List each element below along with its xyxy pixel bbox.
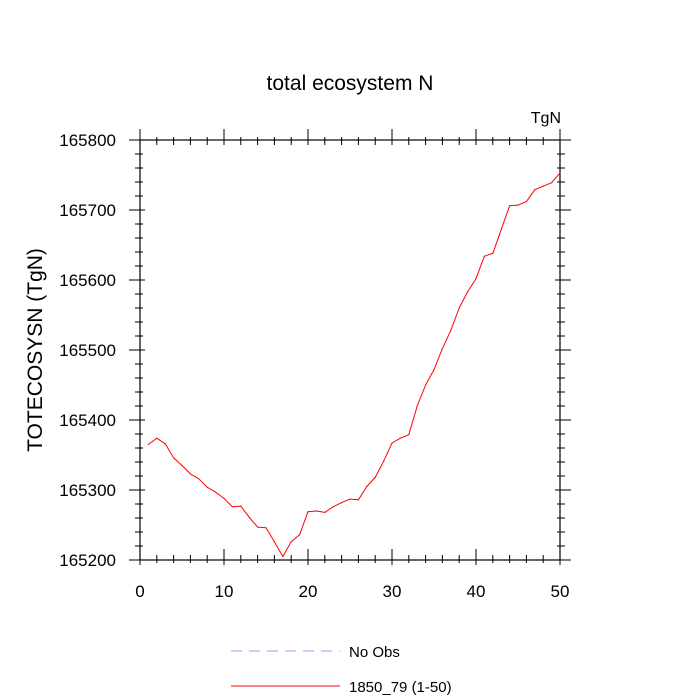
y-tick-label: 165700: [59, 201, 116, 220]
data-point: [534, 189, 536, 191]
y-tick-label: 165600: [59, 271, 116, 290]
y-tick-label: 165300: [59, 481, 116, 500]
legend-label: No Obs: [349, 644, 400, 661]
data-point: [517, 204, 519, 206]
data-point: [483, 255, 485, 257]
data-point: [206, 486, 208, 488]
data-point: [181, 464, 183, 467]
y-tick-label: 165200: [59, 551, 116, 570]
data-point: [542, 185, 544, 187]
data-point: [383, 460, 385, 462]
major-ticks: [129, 129, 571, 565]
x-tick-labels: 0 10 20 30 40 50: [135, 582, 569, 601]
data-point: [248, 516, 250, 518]
data-point: [433, 369, 435, 371]
y-tick-label: 165500: [59, 341, 116, 360]
legend-label: 1850_79 (1-50): [349, 679, 452, 696]
y-axis-label: TOTECOSYSN (TgN): [24, 248, 47, 452]
data-point: [257, 526, 259, 528]
data-point: [332, 506, 334, 508]
data-point: [559, 172, 561, 174]
minor-ticks: [135, 137, 565, 563]
data-point: [416, 405, 418, 407]
data-point: [265, 527, 267, 529]
x-tick-label: 50: [551, 582, 570, 601]
data-point: [215, 491, 217, 493]
data-point: [391, 442, 393, 444]
data-point: [441, 348, 443, 350]
x-tick-label: 40: [467, 582, 486, 601]
data-point: [164, 443, 166, 445]
data-point: [366, 485, 368, 488]
plot-frame: [139, 139, 561, 561]
y-tick-label: 165800: [59, 131, 116, 150]
data-point: [399, 437, 401, 439]
series-layer: [147, 172, 561, 558]
data-point: [198, 478, 200, 480]
data-point: [307, 511, 309, 513]
data-point: [223, 497, 225, 499]
data-point: [450, 329, 452, 331]
data-point: [273, 541, 275, 543]
data-point: [551, 182, 553, 184]
chart-title: total ecosystem N: [267, 72, 434, 95]
data-point: [240, 505, 242, 507]
data-point: [349, 498, 351, 500]
x-tick-label: 30: [383, 582, 402, 601]
data-point: [492, 252, 494, 254]
x-tick-label: 20: [299, 582, 318, 601]
x-tick-label: 10: [215, 582, 234, 601]
data-point: [425, 384, 427, 386]
series-line: [148, 172, 561, 557]
data-point: [475, 278, 477, 280]
data-point: [374, 476, 376, 478]
data-point: [458, 307, 460, 309]
legend: No Obs 1850_79 (1-50): [231, 644, 452, 696]
data-point: [408, 434, 410, 436]
data-point: [173, 457, 175, 459]
y-tick-labels: 165200 165300 165400 165500 165600 165700 1658…: [59, 131, 116, 570]
data-point: [156, 437, 158, 439]
data-point: [324, 511, 326, 513]
data-point: [525, 201, 528, 203]
data-point: [315, 510, 317, 512]
data-point: [231, 506, 233, 508]
units-label: TgN: [531, 110, 561, 127]
data-point: [467, 291, 469, 293]
data-point: [290, 541, 292, 543]
data-point: [341, 502, 343, 504]
data-point: [189, 473, 191, 475]
data-point: [509, 205, 511, 207]
x-tick-label: 0: [135, 582, 144, 601]
data-point: [500, 229, 502, 231]
data-point: [282, 555, 284, 558]
y-tick-label: 165400: [59, 411, 116, 430]
data-point: [147, 443, 149, 446]
data-point: [357, 499, 359, 501]
data-point: [299, 534, 301, 536]
